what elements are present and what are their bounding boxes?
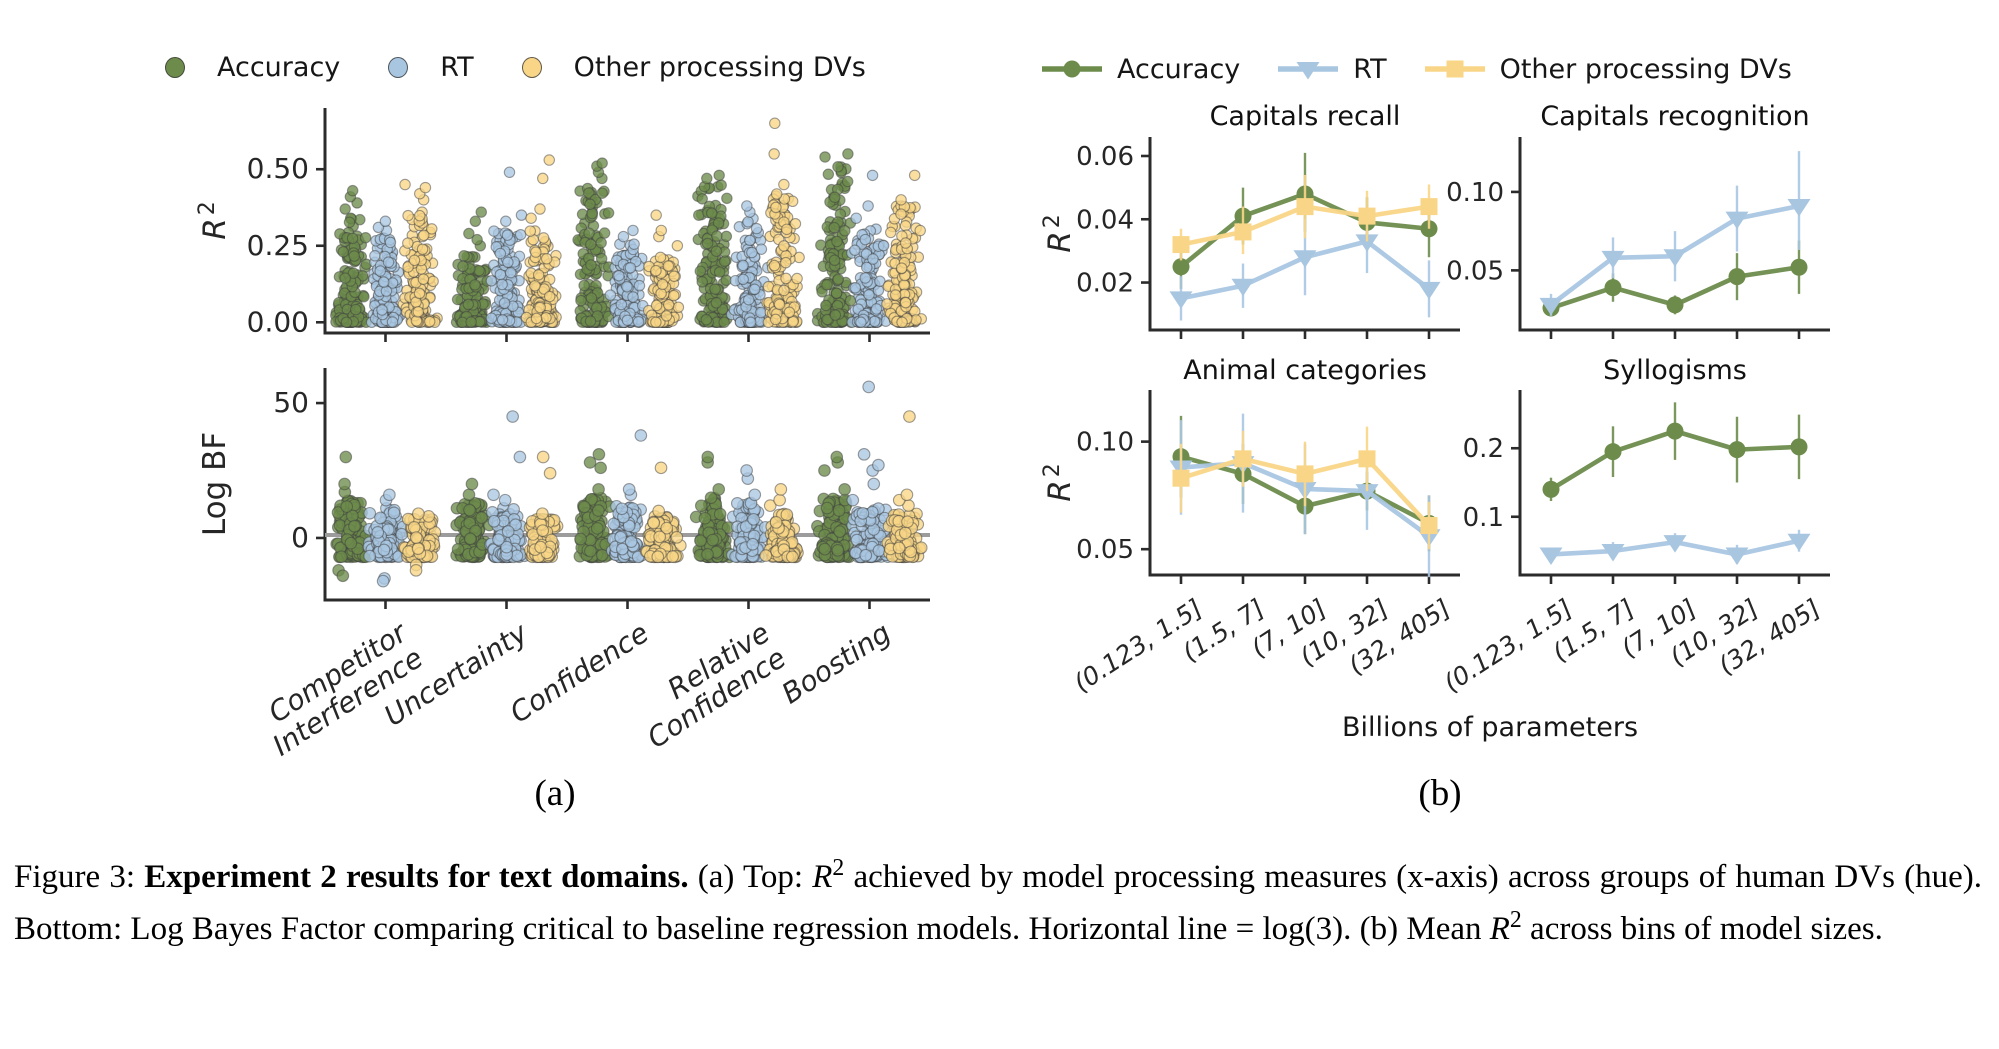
svg-text:0.2: 0.2	[1463, 434, 1504, 464]
other-dvs-dot-icon	[521, 57, 542, 78]
svg-text:0.25: 0.25	[247, 229, 309, 262]
r2-strip-chart: 0.00 0.25 0.50 R2	[195, 108, 930, 342]
legend-panel-b: Accuracy RT Other processing DVs	[1040, 52, 1828, 86]
legend-item-accuracy-line: Accuracy	[1040, 52, 1240, 86]
svg-text:Syllogisms: Syllogisms	[1603, 355, 1747, 386]
capitals-recognition-line-chart: 0.05 0.10 Capitals recognition	[1446, 101, 1830, 339]
svg-text:0.50: 0.50	[247, 152, 309, 185]
syllogisms-line-chart: 0.10.2(0.123, 1.5](1.5, 7](7, 10](10, 32…	[1439, 355, 1830, 698]
legend-item-accuracy: Accuracy	[165, 52, 340, 83]
svg-text:Capitals recognition: Capitals recognition	[1540, 101, 1809, 132]
svg-text:0.02: 0.02	[1076, 269, 1134, 299]
legend-label-accuracy: Accuracy	[217, 52, 341, 83]
svg-text:R2: R2	[1040, 214, 1078, 253]
other-dvs-line-marker-icon	[1424, 60, 1485, 78]
capitals-recall-line-chart: 0.02 0.04 0.06 R2 Capitals recall	[1040, 101, 1460, 339]
svg-text:Boosting: Boosting	[776, 616, 897, 710]
legend-label-rt: RT	[1353, 53, 1387, 85]
animal-categories-line-chart: 0.050.10(0.123, 1.5](1.5, 7](7, 10](10, …	[1040, 355, 1460, 698]
legend-item-rt-line: RT	[1276, 52, 1387, 86]
x-axis-title: Billions of parameters	[1341, 712, 1639, 743]
svg-text:R2: R2	[1040, 463, 1078, 502]
svg-text:0.04: 0.04	[1076, 205, 1134, 235]
legend-item-other-dvs: Other processing DVs	[521, 52, 866, 83]
svg-text:0.05: 0.05	[1446, 256, 1504, 286]
svg-text:0.05: 0.05	[1076, 535, 1134, 565]
rt-dot-icon	[388, 57, 409, 78]
legend-item-other-dvs-line: Other processing DVs	[1423, 52, 1792, 86]
svg-text:50: 50	[273, 386, 309, 419]
svg-text:0.10: 0.10	[1076, 428, 1134, 458]
legend-label-rt: RT	[440, 52, 474, 83]
legend-label-other-dvs: Other processing DVs	[573, 52, 866, 83]
figure-caption: Figure 3: Experiment 2 results for text …	[14, 855, 1982, 947]
svg-text:0.1: 0.1	[1463, 503, 1504, 533]
accuracy-line-marker-icon	[1042, 60, 1102, 78]
svg-text:Capitals recall: Capitals recall	[1210, 101, 1401, 132]
panel-a-label: (a)	[534, 773, 576, 814]
legend-item-rt: RT	[388, 52, 474, 83]
accuracy-dot-icon	[165, 57, 185, 78]
svg-text:R2: R2	[195, 201, 233, 240]
svg-text:Confidence: Confidence	[504, 616, 654, 730]
legend-panel-a: Accuracy RT Other processing DVs	[165, 52, 914, 83]
svg-text:0.00: 0.00	[247, 305, 309, 338]
legend-label-accuracy: Accuracy	[1117, 53, 1241, 85]
rt-line-marker-icon	[1278, 62, 1339, 80]
svg-text:0: 0	[291, 521, 309, 554]
svg-text:0.06: 0.06	[1076, 142, 1134, 172]
log-bayes-factor-strip-chart: 050CompetitorInterferenceUncertaintyConf…	[197, 368, 930, 762]
svg-text:Animal categories: Animal categories	[1183, 355, 1427, 386]
panel-b-label: (b)	[1418, 773, 1462, 814]
svg-text:0.10: 0.10	[1446, 178, 1504, 208]
svg-text:Log BF: Log BF	[197, 432, 233, 536]
legend-label-other-dvs: Other processing DVs	[1499, 53, 1792, 85]
